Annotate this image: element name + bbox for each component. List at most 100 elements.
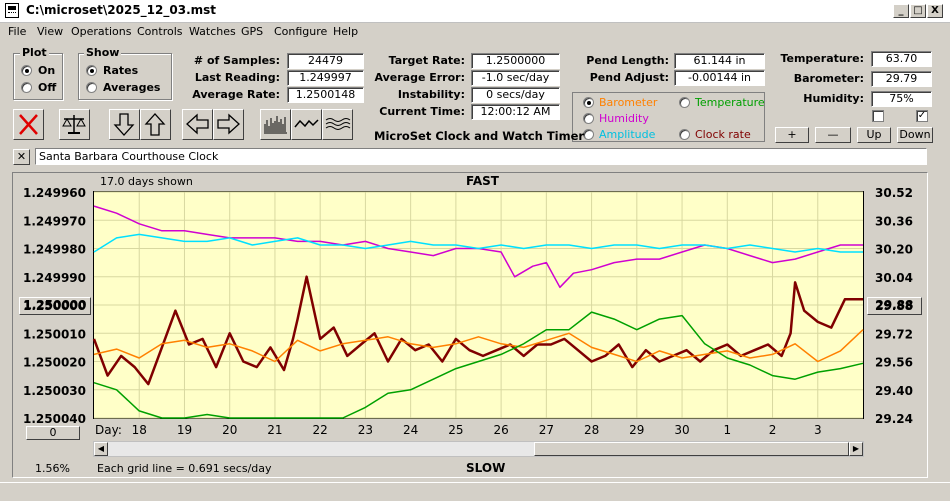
clock-name-field[interactable]: Santa Barbara Courthouse Clock	[35, 148, 927, 165]
scroll-right-button[interactable]: ▶	[849, 442, 863, 456]
y-right-tick: 29.88	[875, 299, 913, 313]
arrow-up-icon	[144, 113, 166, 136]
plot-off-label: Off	[38, 81, 57, 94]
show-rates-radio[interactable]	[86, 65, 97, 76]
y-right-tick: 30.52	[875, 186, 913, 200]
window-title: C:\microset\2025_12_03.mst	[26, 3, 217, 17]
average-error-label: Average Error:	[374, 71, 465, 84]
zero-button[interactable]: 0	[26, 426, 80, 440]
x-tick: 24	[403, 423, 418, 437]
humidity-radio[interactable]	[583, 113, 594, 124]
day-axis-label: Day:	[95, 423, 122, 437]
barometer-field: 29.79	[871, 71, 932, 87]
scroll-thumb[interactable]	[534, 442, 849, 456]
clock-rate-option-label: Clock rate	[695, 128, 751, 141]
samples-label: # of Samples:	[193, 54, 280, 67]
calibrate-button[interactable]	[59, 109, 90, 140]
menu-file[interactable]: File	[8, 25, 27, 38]
series-line	[93, 205, 863, 289]
pend-length-field[interactable]: 61.144 in	[674, 53, 765, 69]
instability-field: 0 secs/day	[471, 87, 560, 103]
arrow-right-button[interactable]	[213, 109, 244, 140]
y-right-tick: 30.04	[875, 271, 913, 285]
menu-help[interactable]: Help	[333, 25, 359, 38]
current-time-field: 12:00:12 AM	[471, 104, 560, 120]
clock-rate-radio[interactable]	[679, 129, 690, 140]
instability-label: Instability:	[397, 88, 465, 101]
target-rate-field[interactable]: 1.2500000	[471, 53, 560, 69]
bar-view-button[interactable]	[260, 109, 291, 140]
minimize-button[interactable]: _	[893, 4, 909, 18]
barometer-option-label: Barometer	[599, 96, 658, 109]
temperature-radio[interactable]	[679, 97, 690, 108]
y-left-tick: 1.249960	[23, 186, 86, 200]
close-button[interactable]: X	[927, 4, 943, 18]
y-right-tick: 30.36	[875, 214, 913, 228]
arrow-up-button[interactable]	[140, 109, 171, 140]
sensor-select-box	[572, 92, 765, 142]
x-tick: 2	[769, 423, 777, 437]
menu-watches[interactable]: Watches	[189, 25, 236, 38]
y-right-tick: 29.40	[875, 384, 913, 398]
series-line	[93, 311, 864, 419]
arrow-down-button[interactable]	[109, 109, 140, 140]
show-rates-label: Rates	[103, 64, 139, 77]
y-left-tick: 1.249990	[23, 271, 86, 285]
current-time-label: Current Time:	[379, 105, 465, 118]
temperature-label: Temperature:	[780, 52, 864, 65]
scroll-left-button[interactable]: ◀	[94, 442, 108, 456]
chart-panel	[12, 172, 928, 478]
y-left-tick: 1.249980	[23, 243, 86, 257]
plot-on-radio[interactable]	[21, 65, 32, 76]
menu-controls[interactable]: Controls	[137, 25, 183, 38]
bar-chart-icon	[264, 116, 287, 134]
arrow-left-button[interactable]	[182, 109, 213, 140]
line-wave-icon	[294, 119, 319, 128]
clear-clock-button[interactable]: ✕	[13, 149, 30, 165]
menu-operations[interactable]: Operations	[71, 25, 132, 38]
temperature-option-label: Temperature	[695, 96, 765, 109]
show-averages-radio[interactable]	[86, 82, 97, 93]
humidity-label: Humidity:	[803, 92, 864, 105]
x-tick: 28	[584, 423, 599, 437]
wave-lines-icon	[325, 118, 351, 130]
up-button[interactable]: Up	[857, 127, 891, 143]
temperature-field: 63.70	[871, 51, 932, 67]
multi-line-view-button[interactable]	[322, 109, 353, 140]
menu-view[interactable]: View	[37, 25, 64, 38]
menu-configure[interactable]: Configure	[274, 25, 328, 38]
y-left-tick: 1.250020	[23, 356, 86, 370]
humidity-option-label: Humidity	[599, 112, 649, 125]
option-checkbox-1[interactable]	[872, 110, 884, 122]
app-icon[interactable]	[5, 3, 19, 18]
down-button[interactable]: Down	[897, 127, 933, 143]
pend-adjust-field: -0.00144 in	[674, 70, 765, 86]
x-tick: 30	[674, 423, 689, 437]
amplitude-radio[interactable]	[583, 129, 594, 140]
x-tick: 26	[493, 423, 508, 437]
plot-off-radio[interactable]	[21, 82, 32, 93]
humidity-field: 75%	[871, 91, 932, 107]
barometer-radio[interactable]	[583, 97, 594, 108]
y-left-tick: 1.250010	[23, 327, 86, 341]
cancel-icon	[19, 114, 38, 135]
plus-button[interactable]: +	[775, 127, 809, 143]
cancel-button[interactable]	[13, 109, 44, 140]
line-view-button[interactable]	[291, 109, 322, 140]
x-tick: 29	[629, 423, 644, 437]
days-shown-label: 17.0 days shown	[100, 175, 193, 188]
average-error-field: -1.0 sec/day	[471, 70, 560, 86]
left-value-button[interactable]: 1.250000	[19, 297, 91, 315]
close-icon: ✕	[16, 150, 27, 163]
option-checkbox-2[interactable]: ✓	[916, 110, 928, 122]
maximize-button[interactable]: □	[910, 4, 926, 18]
percent-label: 1.56%	[35, 462, 70, 475]
y-left-tick: 1.250040	[23, 412, 86, 426]
arrow-down-icon	[113, 113, 135, 136]
menu-gps[interactable]: GPS	[241, 25, 264, 38]
right-value-button[interactable]: 29.88	[867, 297, 922, 315]
slow-label: SLOW	[466, 461, 506, 475]
y-left-tick: 1.249970	[23, 214, 86, 228]
minus-button[interactable]: —	[815, 127, 851, 143]
